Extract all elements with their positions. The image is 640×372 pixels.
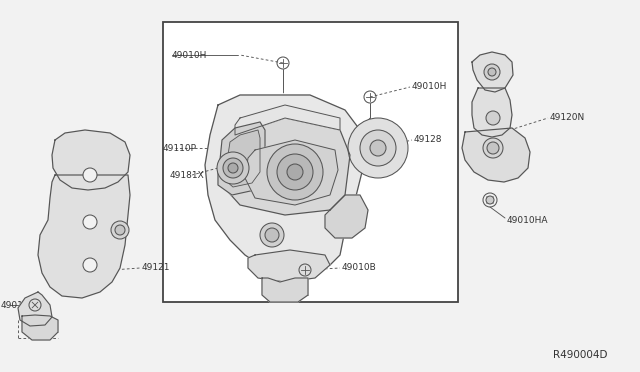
Circle shape <box>486 111 500 125</box>
Text: 49120N: 49120N <box>550 112 585 122</box>
Text: 49010H: 49010H <box>412 81 447 90</box>
Circle shape <box>111 221 129 239</box>
Circle shape <box>265 228 279 242</box>
Polygon shape <box>325 195 368 238</box>
Bar <box>163 22 458 302</box>
Circle shape <box>83 215 97 229</box>
Circle shape <box>487 142 499 154</box>
Circle shape <box>83 258 97 272</box>
Polygon shape <box>245 140 338 205</box>
Circle shape <box>360 130 396 166</box>
Polygon shape <box>52 130 130 190</box>
Text: 49110P: 49110P <box>163 144 197 153</box>
Polygon shape <box>248 250 330 282</box>
Text: R490004D: R490004D <box>553 350 607 360</box>
Circle shape <box>228 163 238 173</box>
Polygon shape <box>262 278 308 302</box>
Text: 49010B: 49010B <box>342 263 377 272</box>
Polygon shape <box>225 130 260 187</box>
Circle shape <box>287 164 303 180</box>
Circle shape <box>348 118 408 178</box>
Circle shape <box>483 138 503 158</box>
Circle shape <box>223 158 243 178</box>
Circle shape <box>370 140 386 156</box>
Text: 49181X: 49181X <box>170 170 205 180</box>
Polygon shape <box>462 128 530 182</box>
Polygon shape <box>220 118 350 215</box>
Text: 49010H: 49010H <box>172 51 207 60</box>
Polygon shape <box>38 175 130 298</box>
Circle shape <box>260 223 284 247</box>
Polygon shape <box>235 105 340 135</box>
Circle shape <box>484 64 500 80</box>
Text: 49128: 49128 <box>414 135 442 144</box>
Circle shape <box>267 144 323 200</box>
Circle shape <box>83 168 97 182</box>
Polygon shape <box>472 88 512 137</box>
Circle shape <box>486 196 494 204</box>
Polygon shape <box>205 95 365 270</box>
Circle shape <box>277 154 313 190</box>
Polygon shape <box>218 122 265 195</box>
Polygon shape <box>22 315 58 340</box>
Circle shape <box>217 152 249 184</box>
Text: 49121: 49121 <box>142 263 170 273</box>
Polygon shape <box>472 52 513 92</box>
Text: 49010HA: 49010HA <box>507 215 548 224</box>
Circle shape <box>115 225 125 235</box>
Polygon shape <box>18 292 52 326</box>
Circle shape <box>488 68 496 76</box>
Text: 49010HA: 49010HA <box>1 301 42 310</box>
